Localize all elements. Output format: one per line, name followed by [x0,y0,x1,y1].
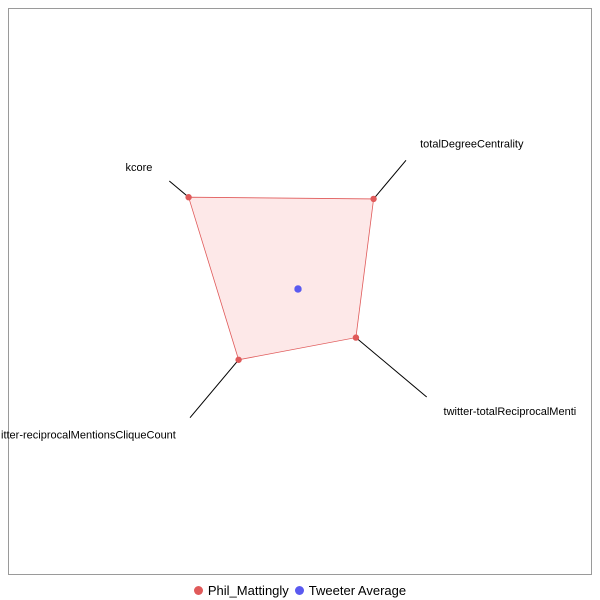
data-point-s1-4 [185,194,192,201]
data-point-s1-1 [370,195,377,203]
legend-dot-series-2 [294,585,304,595]
legend-label-series-2: Tweeter Average [308,582,407,598]
axis-labels: totalDegreeCentrality twitter-totalRecipr… [1,138,576,441]
series-polygons [188,196,375,361]
legend-item-series-2: Tweeter Average [294,582,407,598]
series-polygon-1 [188,196,375,361]
data-point-s1-3 [235,356,242,363]
axis-label-3: itter-reciprocalMentionsCliqueCount [1,430,176,442]
axis-label-4: kcore [126,162,153,174]
axis-label-1: totalDegreeCentrality [420,138,524,150]
data-point-s1-2 [352,334,360,341]
axis-label-2: twitter-totalReciprocalMenti [444,406,577,418]
series-points [185,194,377,363]
legend-label-series-1: Phil_Mattingly [207,582,289,598]
legend-dot-series-1 [193,585,203,595]
data-point-s2-4 [294,285,302,293]
radar-chart: totalDegreeCentrality twitter-totalRecipr… [1,138,576,441]
legend-item-series-1: Phil_Mattingly [193,582,289,598]
legend: Phil_Mattingly Tweeter Average [0,580,600,600]
